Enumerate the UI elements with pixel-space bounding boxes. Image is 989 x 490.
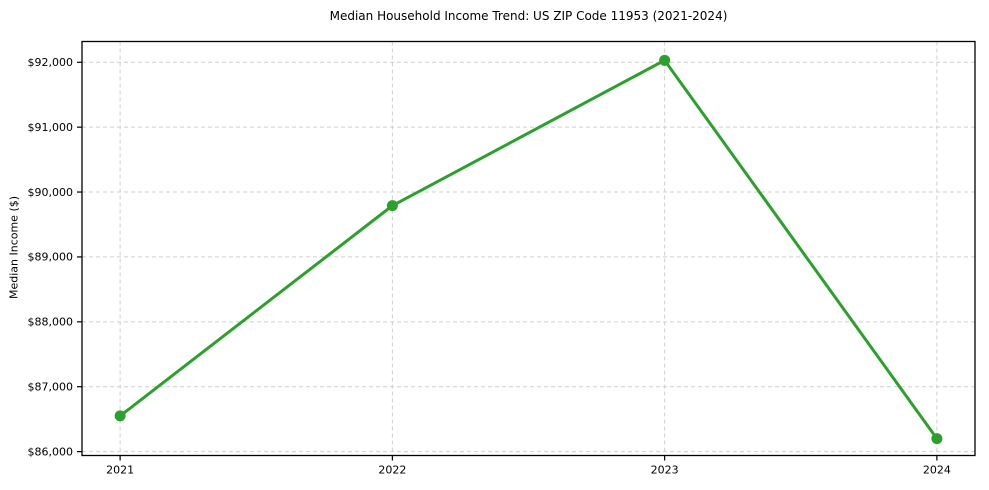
data-point-marker bbox=[659, 54, 671, 66]
plot-border bbox=[81, 40, 976, 457]
y-tick-label: $90,000 bbox=[28, 186, 74, 199]
data-point-marker bbox=[931, 433, 943, 445]
x-tick-label: 2024 bbox=[923, 464, 951, 477]
x-tick-label: 2021 bbox=[106, 464, 134, 477]
y-tick-label: $89,000 bbox=[28, 251, 74, 264]
y-tick-label: $88,000 bbox=[28, 316, 74, 329]
y-tick-label: $87,000 bbox=[28, 380, 74, 393]
data-point-marker bbox=[114, 410, 126, 422]
y-tick-label: $92,000 bbox=[28, 56, 74, 69]
y-tick-label: $91,000 bbox=[28, 121, 74, 134]
data-point-marker bbox=[386, 200, 398, 212]
y-tick-label: $86,000 bbox=[28, 445, 74, 458]
chart-title: Median Household Income Trend: US ZIP Co… bbox=[329, 9, 728, 23]
data-line bbox=[118, 58, 939, 441]
x-tick-label: 2022 bbox=[378, 464, 406, 477]
x-tick-label: 2023 bbox=[651, 464, 679, 477]
